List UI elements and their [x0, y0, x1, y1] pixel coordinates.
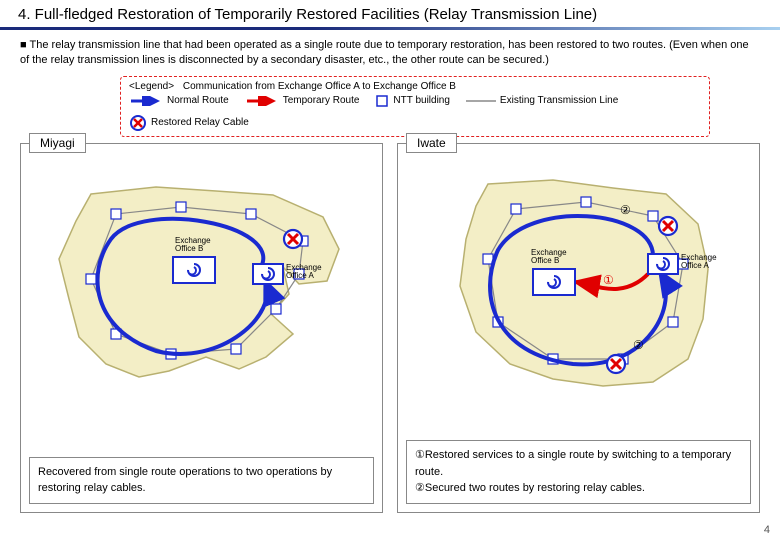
page-title: 4. Full-fledged Restoration of Temporari…: [0, 0, 780, 27]
diagram-iwate: ExchangeOffice BExchangeOffice A①②②: [398, 144, 758, 424]
svg-text:②: ②: [620, 203, 631, 217]
intro-text: The relay transmission line that had bee…: [0, 38, 780, 74]
svg-text:①: ①: [603, 273, 614, 287]
page-number: 4: [764, 524, 770, 536]
legend-items: Normal Route Temporary Route NTT buildin…: [129, 94, 701, 132]
diagram-miyagi: ExchangeOffice BExchangeOffice A: [21, 144, 381, 424]
legend-subtitle: Communication from Exchange Office A to …: [183, 81, 456, 92]
caption-iwate: ①Restored services to a single route by …: [406, 440, 751, 504]
legend-ntt: NTT building: [375, 94, 450, 108]
svg-text:ExchangeOffice A: ExchangeOffice A: [681, 253, 717, 270]
legend-normal: Normal Route: [129, 95, 229, 106]
legend-restored: Restored Relay Cable: [129, 114, 249, 132]
panel-miyagi: Miyagi ExchangeOffice BExchangeOffice A …: [20, 143, 383, 513]
panels-row: Miyagi ExchangeOffice BExchangeOffice A …: [0, 143, 780, 513]
legend-box: <Legend> Communication from Exchange Off…: [120, 76, 710, 137]
title-underline: [0, 27, 780, 30]
caption-miyagi: Recovered from single route operations t…: [29, 457, 374, 504]
legend-heading: <Legend>: [129, 81, 174, 92]
svg-text:②: ②: [633, 338, 644, 352]
panel-iwate: Iwate ExchangeOffice BExchangeOffice A①②…: [397, 143, 760, 513]
legend-existing: Existing Transmission Line: [466, 95, 618, 106]
panel-label-miyagi: Miyagi: [29, 133, 86, 153]
legend-temp: Temporary Route: [245, 95, 360, 106]
panel-label-iwate: Iwate: [406, 133, 457, 153]
